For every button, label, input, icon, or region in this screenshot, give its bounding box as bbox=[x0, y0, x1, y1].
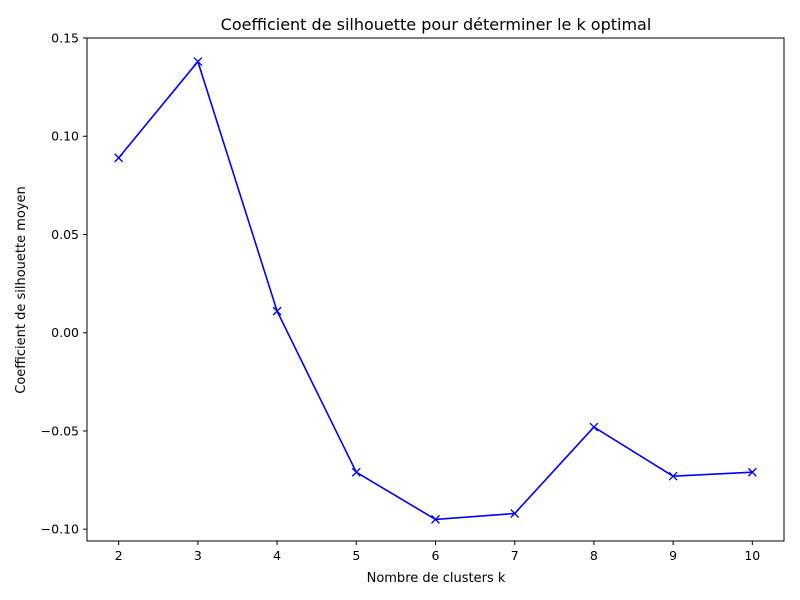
data-point-marker bbox=[351, 467, 361, 477]
y-tick-label: −0.10 bbox=[41, 522, 79, 537]
data-point-marker bbox=[747, 467, 757, 477]
y-tick-label: 0.10 bbox=[51, 129, 79, 144]
series-layer bbox=[114, 57, 757, 524]
data-point-marker bbox=[431, 514, 440, 524]
y-axis-ticks: 0.15 0.10 0.05 0.00 −0.05 −0.10 bbox=[41, 31, 87, 537]
y-tick-label: −0.05 bbox=[41, 423, 79, 438]
data-point-marker bbox=[193, 57, 203, 67]
y-tick-label: 0.15 bbox=[51, 31, 79, 46]
x-tick-label: 2 bbox=[115, 548, 123, 563]
data-point-marker bbox=[114, 153, 124, 163]
x-tick-label: 7 bbox=[511, 548, 519, 563]
x-tick-label: 4 bbox=[273, 548, 281, 563]
x-tick-label: 8 bbox=[590, 548, 598, 563]
chart-title: Coefficient de silhouette pour détermine… bbox=[221, 15, 652, 34]
x-tick-label: 5 bbox=[352, 548, 360, 563]
data-point-marker bbox=[272, 306, 282, 316]
y-tick-label: 0.05 bbox=[51, 227, 79, 242]
x-tick-label: 9 bbox=[669, 548, 677, 563]
data-point-marker bbox=[668, 471, 678, 481]
y-axis-label: Coefficient de silhouette moyen bbox=[14, 186, 29, 394]
x-axis-label: Nombre de clusters k bbox=[367, 571, 506, 586]
x-tick-label: 6 bbox=[432, 548, 440, 563]
data-point-marker bbox=[510, 509, 520, 518]
x-tick-label: 3 bbox=[194, 548, 202, 563]
data-point-marker bbox=[589, 422, 599, 432]
x-axis-ticks: 2 3 4 5 6 7 8 9 10 bbox=[115, 541, 760, 563]
y-tick-label: 0.00 bbox=[51, 325, 79, 340]
x-tick-label: 10 bbox=[744, 548, 760, 563]
